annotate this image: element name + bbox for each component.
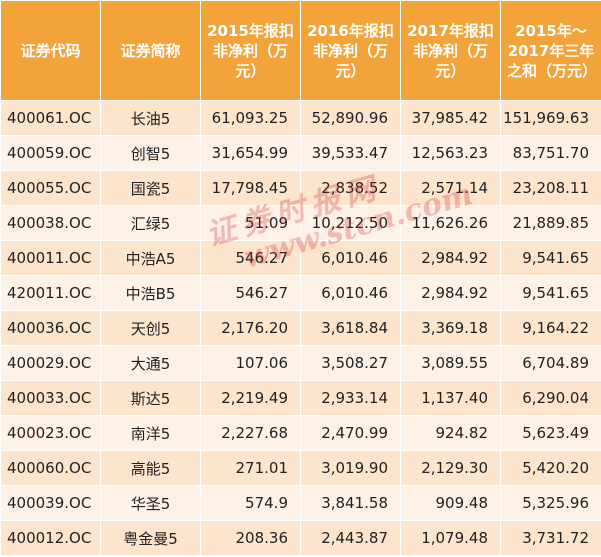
cell-code: 400033.OC bbox=[0, 380, 101, 416]
cell-total: 5,420.20 bbox=[500, 450, 601, 486]
header-code: 证券代码 bbox=[0, 0, 101, 101]
cell-2015: 574.9 bbox=[200, 485, 301, 521]
header-name: 证券简称 bbox=[100, 0, 201, 101]
table-row: 400059.OC 创智5 31,654.99 39,533.47 12,563.23 8… bbox=[0, 135, 601, 171]
cell-name: 创智5 bbox=[100, 135, 201, 171]
cell-2017: 1,137.40 bbox=[400, 380, 501, 416]
cell-total: 5,325.96 bbox=[500, 485, 601, 521]
cell-2016: 2,470.99 bbox=[300, 415, 401, 451]
cell-2017: 3,369.18 bbox=[400, 310, 501, 346]
cell-code: 400055.OC bbox=[0, 170, 101, 206]
cell-2015: 208.36 bbox=[200, 520, 301, 556]
cell-total: 23,208.11 bbox=[500, 170, 601, 206]
cell-total: 151,969.63 bbox=[500, 100, 601, 136]
cell-2017: 1,079.48 bbox=[400, 520, 501, 556]
cell-code: 400023.OC bbox=[0, 415, 101, 451]
table-row: 400033.OC 斯达5 2,219.49 2,933.14 1,137.40 6,29… bbox=[0, 380, 601, 416]
header-total: 2015年～2017年三年之和（万元） bbox=[500, 0, 601, 101]
cell-code: 400060.OC bbox=[0, 450, 101, 486]
cell-2017: 909.48 bbox=[400, 485, 501, 521]
cell-2016: 3,508.27 bbox=[300, 345, 401, 381]
cell-2016: 3,019.90 bbox=[300, 450, 401, 486]
cell-2015: 271.01 bbox=[200, 450, 301, 486]
cell-code: 400059.OC bbox=[0, 135, 101, 171]
table-row: 400029.OC 大通5 107.06 3,508.27 3,089.55 6,704.… bbox=[0, 345, 601, 381]
cell-2016: 2,933.14 bbox=[300, 380, 401, 416]
cell-2017: 11,626.26 bbox=[400, 205, 501, 241]
cell-2017: 2,129.30 bbox=[400, 450, 501, 486]
cell-name: 高能5 bbox=[100, 450, 201, 486]
cell-name: 长油5 bbox=[100, 100, 201, 136]
cell-total: 3,731.72 bbox=[500, 520, 601, 556]
cell-2015: 2,219.49 bbox=[200, 380, 301, 416]
cell-2015: 31,654.99 bbox=[200, 135, 301, 171]
cell-name: 中浩A5 bbox=[100, 240, 201, 276]
cell-2017: 924.82 bbox=[400, 415, 501, 451]
cell-name: 华圣5 bbox=[100, 485, 201, 521]
cell-total: 9,541.65 bbox=[500, 275, 601, 311]
cell-2016: 39,533.47 bbox=[300, 135, 401, 171]
cell-2017: 3,089.55 bbox=[400, 345, 501, 381]
cell-code: 400061.OC bbox=[0, 100, 101, 136]
table-row: 400012.OC 粤金曼5 208.36 2,443.87 1,079.48 3,731… bbox=[0, 520, 601, 556]
cell-2017: 2,571.14 bbox=[400, 170, 501, 206]
table-row: 400060.OC 高能5 271.01 3,019.90 2,129.30 5,420.… bbox=[0, 450, 601, 486]
table-row: 400061.OC 长油5 61,093.25 52,890.96 37,985.42 1… bbox=[0, 100, 601, 136]
cell-name: 斯达5 bbox=[100, 380, 201, 416]
header-2017: 2017年报扣非净利（万元） bbox=[400, 0, 501, 101]
cell-name: 南洋5 bbox=[100, 415, 201, 451]
cell-2016: 2,443.87 bbox=[300, 520, 401, 556]
cell-2015: 2,176.20 bbox=[200, 310, 301, 346]
cell-name: 大通5 bbox=[100, 345, 201, 381]
cell-code: 400012.OC bbox=[0, 520, 101, 556]
table-row: 400039.OC 华圣5 574.9 3,841.58 909.48 5,325.96 bbox=[0, 485, 601, 521]
cell-code: 400036.OC bbox=[0, 310, 101, 346]
cell-2015: 17,798.45 bbox=[200, 170, 301, 206]
cell-total: 6,290.04 bbox=[500, 380, 601, 416]
cell-2015: 546.27 bbox=[200, 240, 301, 276]
cell-2015: 61,093.25 bbox=[200, 100, 301, 136]
table-row: 400038.OC 汇绿5 51.09 10,212.50 11,626.26 21,88… bbox=[0, 205, 601, 241]
cell-2017: 2,984.92 bbox=[400, 240, 501, 276]
cell-2015: 2,227.68 bbox=[200, 415, 301, 451]
cell-code: 420011.OC bbox=[0, 275, 101, 311]
cell-2015: 546.27 bbox=[200, 275, 301, 311]
cell-total: 9,164.22 bbox=[500, 310, 601, 346]
cell-2016: 6,010.46 bbox=[300, 275, 401, 311]
table-row: 400036.OC 天创5 2,176.20 3,618.84 3,369.18 9,16… bbox=[0, 310, 601, 346]
cell-total: 9,541.65 bbox=[500, 240, 601, 276]
header-2016: 2016年报扣非净利（万元） bbox=[300, 0, 401, 101]
cell-2016: 6,010.46 bbox=[300, 240, 401, 276]
table-row: 400023.OC 南洋5 2,227.68 2,470.99 924.82 5,623.… bbox=[0, 415, 601, 451]
cell-2017: 2,984.92 bbox=[400, 275, 501, 311]
cell-2016: 52,890.96 bbox=[300, 100, 401, 136]
cell-2017: 37,985.42 bbox=[400, 100, 501, 136]
cell-total: 21,889.85 bbox=[500, 205, 601, 241]
cell-2016: 10,212.50 bbox=[300, 205, 401, 241]
header-row: 证券代码 证券简称 2015年报扣非净利（万元） 2016年报扣非净利（万元） … bbox=[0, 0, 601, 101]
cell-code: 400039.OC bbox=[0, 485, 101, 521]
cell-name: 汇绿5 bbox=[100, 205, 201, 241]
cell-total: 6,704.89 bbox=[500, 345, 601, 381]
cell-code: 400038.OC bbox=[0, 205, 101, 241]
cell-2016: 3,841.58 bbox=[300, 485, 401, 521]
table-row: 400055.OC 国瓷5 17,798.45 2,838.52 2,571.14 23,… bbox=[0, 170, 601, 206]
cell-total: 83,751.70 bbox=[500, 135, 601, 171]
cell-2017: 12,563.23 bbox=[400, 135, 501, 171]
cell-name: 中浩B5 bbox=[100, 275, 201, 311]
cell-name: 粤金曼5 bbox=[100, 520, 201, 556]
cell-2016: 2,838.52 bbox=[300, 170, 401, 206]
cell-code: 400029.OC bbox=[0, 345, 101, 381]
cell-code: 400011.OC bbox=[0, 240, 101, 276]
cell-name: 天创5 bbox=[100, 310, 201, 346]
cell-2016: 3,618.84 bbox=[300, 310, 401, 346]
table-row: 420011.OC 中浩B5 546.27 6,010.46 2,984.92 9,541… bbox=[0, 275, 601, 311]
cell-2015: 51.09 bbox=[200, 205, 301, 241]
cell-name: 国瓷5 bbox=[100, 170, 201, 206]
header-2015: 2015年报扣非净利（万元） bbox=[200, 0, 301, 101]
cell-2015: 107.06 bbox=[200, 345, 301, 381]
cell-total: 5,623.49 bbox=[500, 415, 601, 451]
table-row: 400011.OC 中浩A5 546.27 6,010.46 2,984.92 9,541… bbox=[0, 240, 601, 276]
